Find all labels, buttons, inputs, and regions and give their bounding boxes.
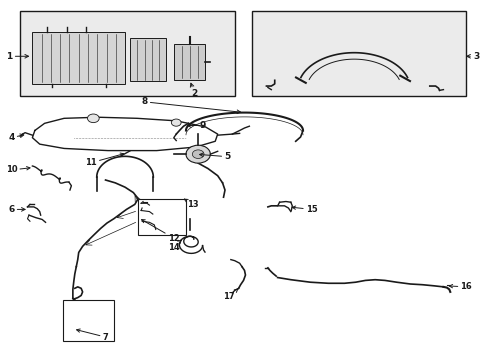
Text: 8: 8 (141, 97, 240, 113)
Text: 11: 11 (85, 153, 123, 167)
Text: 1: 1 (6, 52, 28, 61)
Circle shape (192, 150, 203, 158)
Circle shape (185, 145, 210, 163)
Bar (130, 39, 166, 81)
Text: 15: 15 (292, 205, 317, 214)
Text: 2: 2 (190, 83, 197, 98)
Text: 16: 16 (448, 282, 471, 291)
Text: 13: 13 (184, 199, 199, 209)
Text: 7: 7 (77, 329, 108, 342)
Text: 5: 5 (199, 152, 230, 161)
Bar (63, 300, 114, 341)
Bar (32, 32, 125, 84)
Bar (20, 12, 234, 96)
Text: 3: 3 (466, 52, 478, 61)
Circle shape (87, 114, 99, 123)
Text: 14: 14 (167, 240, 181, 252)
Circle shape (171, 119, 181, 126)
Text: 6: 6 (8, 205, 25, 214)
Bar (173, 44, 205, 80)
Text: 12: 12 (141, 220, 179, 243)
Text: 9: 9 (187, 121, 206, 130)
Bar (138, 199, 185, 234)
Bar (251, 12, 466, 96)
Text: 17: 17 (223, 289, 237, 301)
Text: 10: 10 (5, 166, 30, 175)
Text: 4: 4 (8, 133, 24, 142)
